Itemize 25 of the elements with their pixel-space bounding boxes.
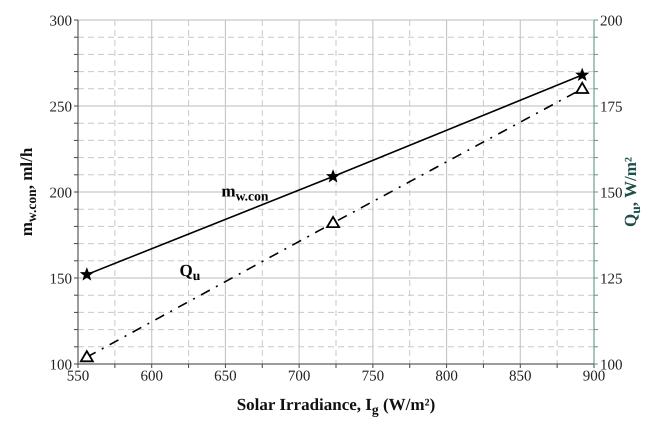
y-tick-label: 150	[50, 271, 72, 288]
x-tick-label: 600	[140, 368, 163, 385]
x-tick-label: 900	[582, 368, 606, 385]
y-tick-label: 250	[50, 99, 72, 116]
y2-tick-label: 200	[600, 13, 622, 30]
x-tick-label: 850	[509, 368, 532, 385]
x-tick-label: 700	[288, 368, 310, 385]
series-label: m$_{w.con}$	[221, 182, 269, 204]
y2-tick-label: 125	[600, 271, 622, 288]
y2-tick-label: 175	[600, 99, 622, 116]
x-tick-label: 550	[66, 368, 90, 385]
point	[576, 68, 588, 80]
y2-tick-label: 150	[600, 185, 622, 202]
point	[575, 82, 590, 94]
point	[326, 216, 340, 228]
y-tick-label: 300	[50, 13, 72, 30]
x-axis-title: Solar Irradiance, I$_{g}$ (W/m²)	[236, 395, 436, 416]
x-tick-label: 750	[362, 368, 384, 385]
point	[80, 350, 94, 362]
point	[80, 268, 94, 280]
point	[326, 170, 340, 182]
x-tick-label: 650	[214, 368, 237, 385]
series-label: Q$_{u}$	[180, 261, 201, 283]
y-tick-label: 200	[50, 185, 72, 202]
x-tick-label: 800	[435, 368, 458, 385]
